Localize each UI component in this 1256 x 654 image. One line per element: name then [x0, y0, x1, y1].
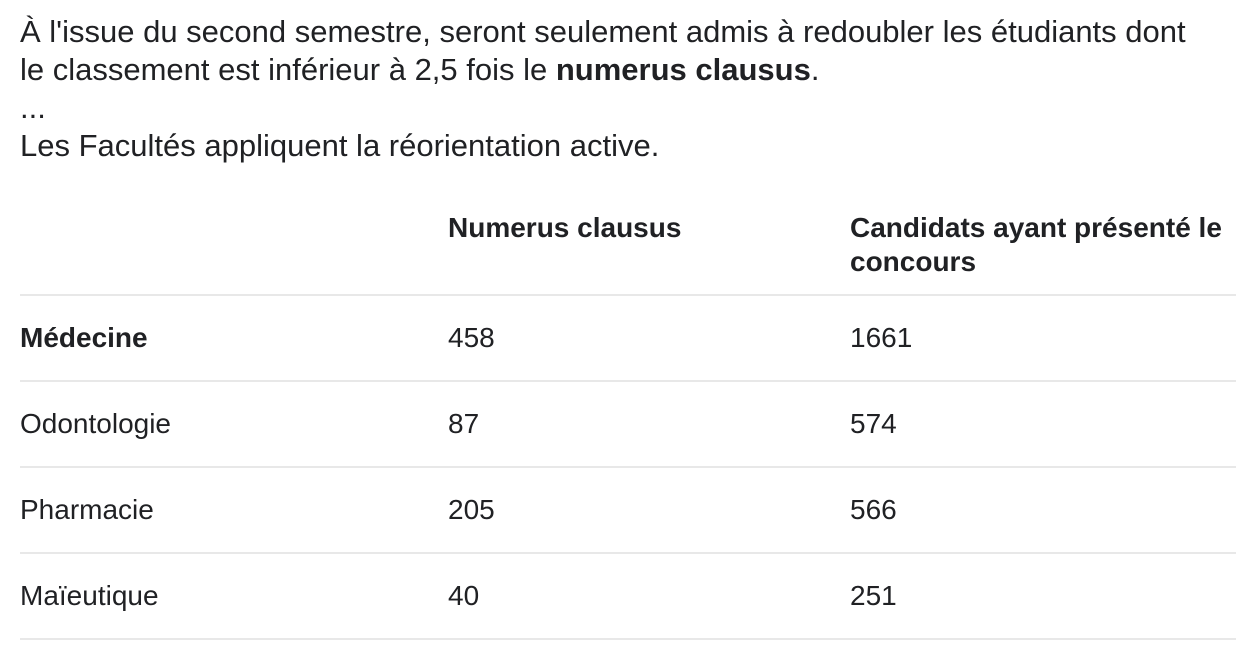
column-header-numerus-clausus: Numerus clausus — [448, 193, 850, 296]
table-header-row: Numerus clausus Candidats ayant présenté… — [20, 193, 1236, 296]
row-label-odontologie: Odontologie — [20, 381, 448, 468]
results-table: Numerus clausus Candidats ayant présenté… — [20, 193, 1236, 640]
cell-medecine-numerus: 458 — [448, 295, 850, 382]
ellipsis-line: ... — [20, 90, 46, 125]
intro-text-block: À l'issue du second semestre, seront seu… — [20, 13, 1200, 165]
cell-odontologie-numerus: 87 — [448, 381, 850, 468]
table-header: Numerus clausus Candidats ayant présenté… — [20, 193, 1236, 296]
intro-paragraph: À l'issue du second semestre, seront seu… — [20, 13, 1200, 89]
cell-maieutique-numerus: 40 — [448, 553, 850, 640]
table-row: Médecine 458 1661 — [20, 295, 1236, 382]
intro-sentence-start: À l'issue du second semestre, seront seu… — [20, 14, 1186, 87]
cell-medecine-candidats: 1661 — [850, 295, 1236, 382]
table-row: Pharmacie 205 566 — [20, 467, 1236, 554]
intro-sentence-end: . — [810, 52, 820, 87]
table-body: Médecine 458 1661 Odontologie 87 574 Pha… — [20, 295, 1236, 640]
reorientation-line: Les Facultés appliquent la réorientation… — [20, 128, 660, 163]
cell-pharmacie-numerus: 205 — [448, 467, 850, 554]
table-row: Maïeutique 40 251 — [20, 553, 1236, 640]
column-header-discipline — [20, 193, 448, 296]
numerus-clausus-term: numerus clausus — [555, 52, 811, 87]
page: À l'issue du second semestre, seront seu… — [20, 13, 1236, 640]
cell-odontologie-candidats: 574 — [850, 381, 1236, 468]
cell-maieutique-candidats: 251 — [850, 553, 1236, 640]
row-label-maieutique: Maïeutique — [20, 553, 448, 640]
cell-pharmacie-candidats: 566 — [850, 467, 1236, 554]
column-header-candidats: Candidats ayant présenté le concours — [850, 193, 1236, 296]
row-label-pharmacie: Pharmacie — [20, 467, 448, 554]
row-label-medecine: Médecine — [20, 295, 448, 382]
table-row: Odontologie 87 574 — [20, 381, 1236, 468]
